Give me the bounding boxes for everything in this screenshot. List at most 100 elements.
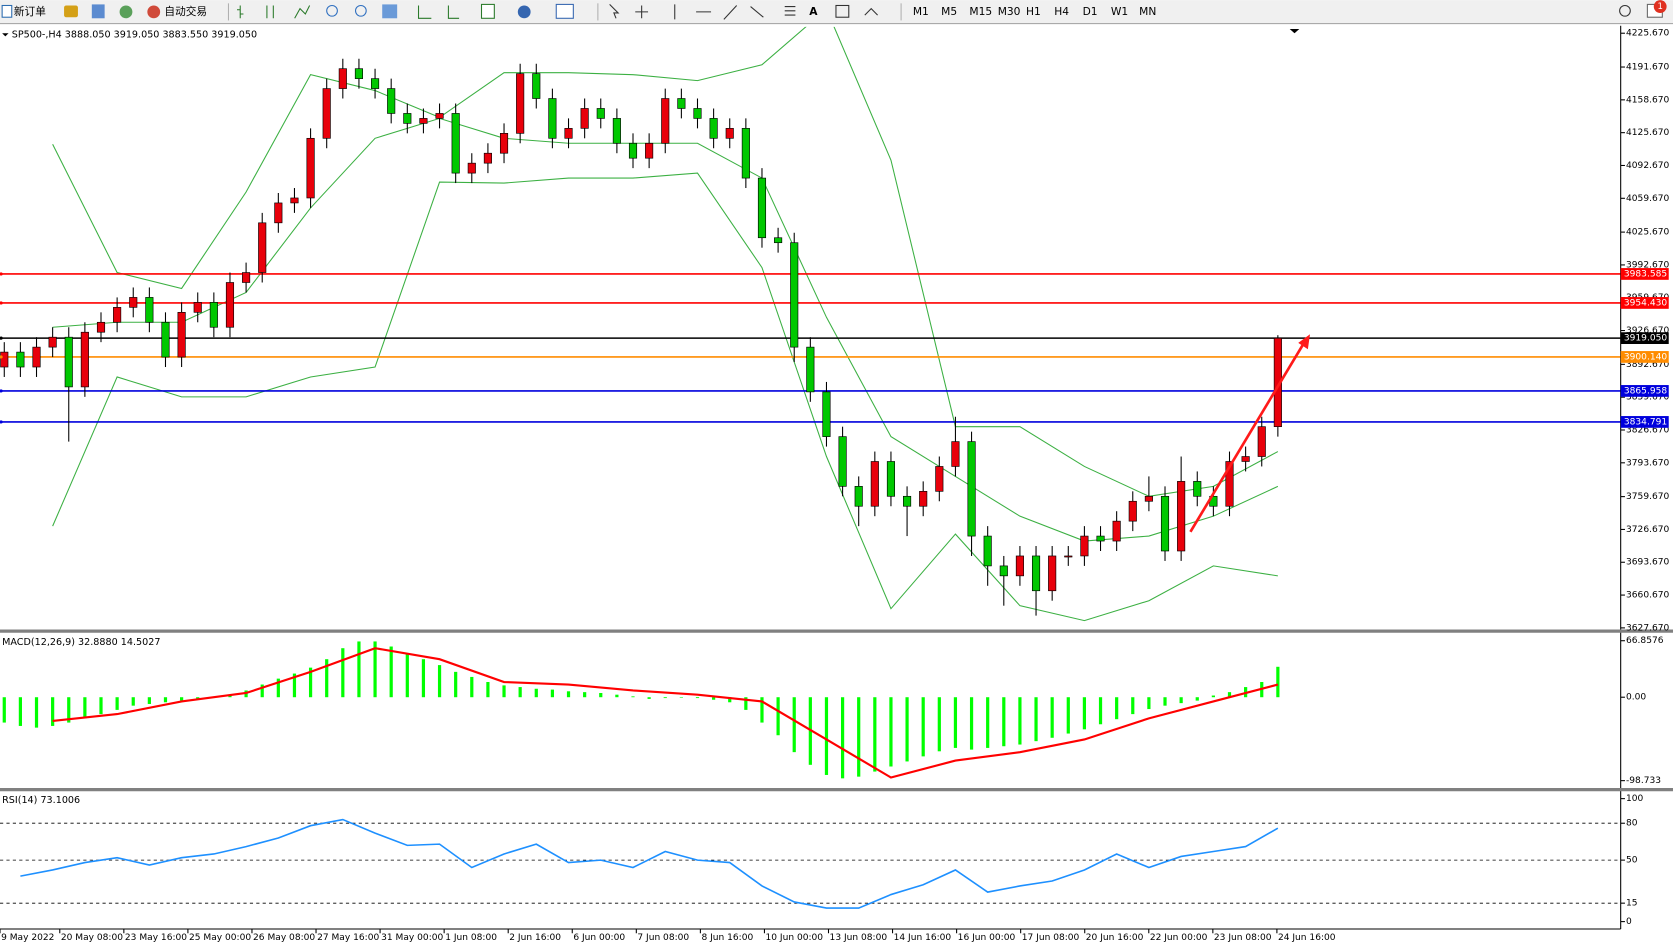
x-tick-label: 6 Jun 00:00: [573, 933, 625, 943]
rsi-line: [20, 818, 1279, 909]
macd-bar: [341, 648, 345, 698]
macd-bar: [470, 676, 474, 698]
level-tag: [1620, 416, 1669, 428]
candle-body: [483, 152, 492, 164]
candle-body: [80, 331, 89, 388]
text-tool[interactable]: A: [809, 5, 818, 18]
macd-bar: [83, 697, 87, 719]
candle-body: [113, 307, 122, 323]
candle-body: [16, 351, 25, 368]
drawing-tools[interactable]: [609, 4, 796, 20]
notification-badge[interactable]: [1653, 0, 1667, 13]
macd-bar: [389, 646, 393, 698]
candle-body: [1048, 555, 1057, 592]
icon[interactable]: [91, 4, 105, 19]
timeframe-button[interactable]: W1: [1111, 5, 1128, 18]
axes: SP500-,H4 3888.050 3919.050 3883.550 391…: [0, 25, 1673, 943]
candle-body: [903, 495, 912, 507]
timeframe-button[interactable]: M5: [941, 5, 957, 18]
candle-body: [145, 297, 154, 323]
candle-body: [1064, 555, 1073, 558]
x-tick-label: 23 May 16:00: [125, 933, 187, 943]
rsi-pane: [0, 818, 1621, 909]
macd-bar: [953, 697, 958, 748]
candle-body: [886, 461, 896, 497]
candle-body: [790, 242, 799, 348]
level-label: 3865.958: [1624, 386, 1667, 396]
macd-bar: [631, 696, 635, 698]
zoom-out[interactable]: [354, 4, 367, 17]
macd-bar: [486, 682, 490, 698]
macd-bar: [1211, 695, 1215, 698]
y-tick-label: 50: [1626, 856, 1638, 866]
x-tick-label: 31 May 00:00: [381, 933, 443, 943]
macd-bar: [728, 697, 732, 703]
timeframe-button[interactable]: D1: [1083, 5, 1098, 18]
macd-bar: [180, 697, 184, 701]
icon[interactable]: [517, 5, 531, 19]
zoom-in[interactable]: [326, 4, 338, 17]
label-tool[interactable]: [835, 4, 850, 18]
level-anchor: [0, 389, 3, 393]
icon: [1, 4, 13, 18]
icon[interactable]: [237, 5, 311, 19]
timeframe-button[interactable]: MN: [1139, 5, 1156, 18]
candle-body: [403, 113, 412, 124]
macd-bar: [405, 653, 409, 698]
auto-trading-button[interactable]: 自动交易: [147, 5, 207, 19]
timeframe-button[interactable]: M15: [969, 5, 992, 18]
candle-body: [983, 535, 992, 567]
macd-bar: [67, 697, 71, 723]
level-tag: [1620, 297, 1669, 309]
candle-body: [967, 441, 976, 537]
timeframe-button[interactable]: M1: [913, 5, 929, 18]
y-tick-label: 100: [1626, 794, 1644, 804]
x-tick-label: 26 May 08:00: [253, 933, 315, 943]
candle-body: [290, 197, 299, 204]
candle-body: [1225, 461, 1234, 507]
y-tick-label: 3859.670: [1626, 393, 1669, 403]
timeframe-button[interactable]: M30: [998, 5, 1021, 18]
y-tick-label: 3826.670: [1626, 425, 1669, 435]
new-order-button[interactable]: 新订单: [1, 4, 46, 18]
macd-bar: [873, 697, 877, 772]
timeframe-button[interactable]: H1: [1026, 5, 1041, 18]
macd-bar: [550, 689, 555, 698]
macd-bar: [663, 697, 667, 699]
candle-body: [854, 486, 863, 507]
candle-body: [435, 113, 444, 119]
y-tick-label: 4092.670: [1626, 161, 1669, 171]
y-tick-label: 4225.670: [1626, 29, 1669, 39]
icon[interactable]: [555, 3, 574, 19]
icon[interactable]: [480, 3, 495, 19]
icon[interactable]: [64, 5, 78, 18]
x-tick-label: 27 May 16:00: [317, 933, 379, 943]
x-tick-label: 25 May 00:00: [189, 933, 251, 943]
candle-body: [467, 162, 476, 174]
y-tick-label: 4158.670: [1626, 95, 1669, 105]
macd-bar: [792, 697, 796, 753]
y-tick-label: 3726.670: [1626, 525, 1669, 535]
x-tick-label: 14 Jun 16:00: [894, 933, 952, 943]
icon[interactable]: [417, 5, 460, 19]
icon[interactable]: [382, 4, 398, 19]
x-tick-label: 24 Jun 16:00: [1278, 933, 1336, 943]
macd-bar: [776, 697, 780, 736]
candle-body: [1177, 481, 1186, 552]
arrow-tool[interactable]: [864, 7, 878, 16]
candle-body: [129, 297, 138, 308]
candle-body: [1112, 520, 1121, 542]
candle-body: [1031, 555, 1041, 592]
icon[interactable]: [119, 5, 133, 19]
bollinger-band: [52, 172, 1278, 622]
candle-body: [0, 351, 9, 368]
timeframe-button[interactable]: H4: [1054, 5, 1069, 18]
main-pane: [0, 26, 1621, 622]
search[interactable]: [1619, 4, 1631, 17]
y-tick-label: 3627.670: [1626, 623, 1669, 633]
macd-bar: [1227, 692, 1232, 698]
candle-body: [242, 272, 251, 283]
level-tag: [1620, 351, 1669, 363]
macd-bar: [986, 697, 990, 748]
